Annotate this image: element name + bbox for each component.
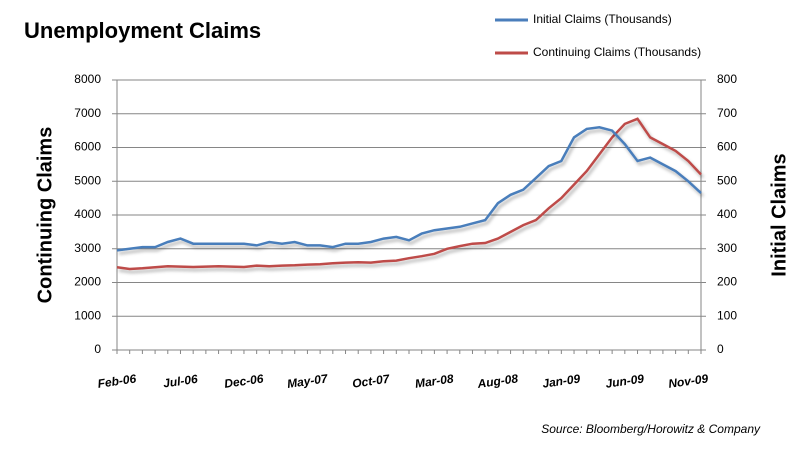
y2-tick-label: 200 [717, 275, 737, 289]
x-tick-label: May-07 [286, 371, 330, 391]
y-tick-label: 4000 [74, 207, 101, 221]
source-note: Source: Bloomberg/Horowitz & Company [541, 422, 761, 436]
series-line [116, 117, 702, 271]
x-tick-label: Aug-08 [476, 371, 520, 391]
x-tick-label: Mar-08 [414, 372, 455, 391]
y-tick-label: 0 [94, 342, 101, 356]
y-tick-label: 7000 [74, 106, 101, 120]
y-tick-label: 8000 [74, 72, 101, 86]
x-tick-label: Feb-06 [97, 372, 138, 391]
y-tick-label: 2000 [74, 275, 101, 289]
y2-tick-label: 800 [717, 72, 737, 86]
y2-tick-label: 400 [717, 207, 737, 221]
x-tick-label: Oct-07 [351, 371, 391, 390]
x-tick-label: Nov-09 [667, 371, 709, 390]
y-tick-label: 3000 [74, 241, 101, 255]
y-tick-label: 1000 [74, 308, 101, 322]
x-tick-label: Jan-09 [541, 372, 581, 391]
x-tick-label: Jul-06 [162, 372, 199, 391]
y-tick-label: 6000 [74, 140, 101, 154]
y-axis-title: Continuing Claims [34, 127, 56, 304]
legend-label: Initial Claims (Thousands) [533, 12, 672, 26]
y2-tick-label: 100 [717, 308, 737, 322]
x-tick-label: Dec-06 [223, 371, 264, 390]
series-line [116, 126, 702, 252]
y2-tick-label: 700 [717, 106, 737, 120]
y2-tick-label: 600 [717, 140, 737, 154]
y2-tick-label: 300 [717, 241, 737, 255]
legend-label: Continuing Claims (Thousands) [533, 45, 701, 59]
chart-title: Unemployment Claims [24, 18, 261, 43]
y2-tick-label: 0 [717, 342, 724, 356]
x-tick-label: Jun-09 [605, 372, 646, 391]
y-tick-label: 5000 [74, 173, 101, 187]
y2-axis-title: Initial Claims [768, 153, 790, 276]
y2-tick-label: 500 [717, 173, 737, 187]
